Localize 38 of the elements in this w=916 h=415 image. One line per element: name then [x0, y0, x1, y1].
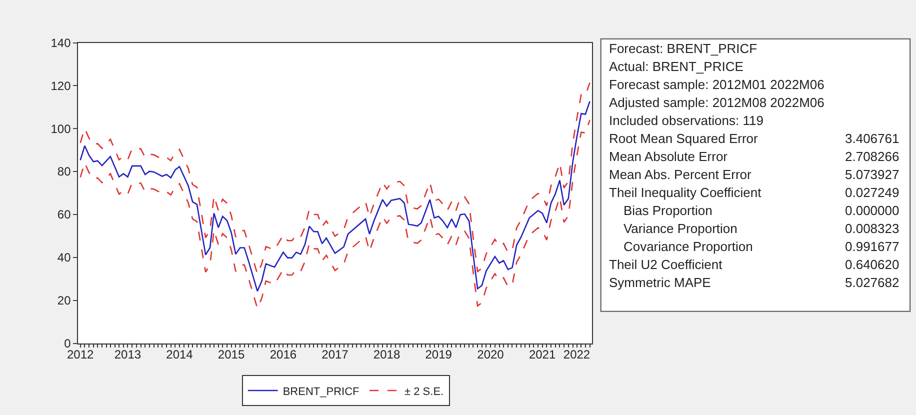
text: Variance Proportion 0.008323 [623, 221, 900, 236]
y-tick-label: 80 [57, 164, 72, 179]
line-series [80, 119, 590, 309]
x-tick-label: 2019 [425, 348, 452, 362]
text: Symmetric MAPE 5.027682 [609, 275, 900, 290]
y-tick-label: 40 [57, 250, 72, 265]
text: Theil U2 Coefficient 0.640620 [609, 257, 900, 272]
x-tick-label: 2018 [373, 348, 400, 362]
legend-label: ± 2 S.E. [404, 386, 444, 398]
text: Covariance Proportion 0.991677 [623, 239, 900, 254]
y-tick-label: 100 [50, 122, 72, 136]
x-tick-label: 2016 [270, 348, 297, 362]
text: Bias Proportion 0.000000 [623, 203, 900, 218]
y-tick-label: 60 [57, 208, 72, 222]
x-tick-label: 2021 [528, 348, 556, 362]
x-tick-label: 2012 [66, 348, 94, 362]
text: Root Mean Squared Error 3.406761 [609, 131, 900, 146]
x-tick-label: 2017 [322, 348, 349, 362]
text: Included observations: 119 [609, 113, 764, 128]
line-series [80, 100, 590, 292]
x-tick-label: 2014 [166, 348, 194, 362]
text: Forecast sample: 2012M01 2022M06 [609, 77, 824, 92]
text: Actual: BRENT_PRICE [609, 59, 744, 74]
legend-label: BRENT_PRICF [282, 386, 360, 398]
x-tick-label: 2015 [218, 348, 245, 362]
text: Theil Inequality Coefficient 0.027249 [609, 185, 900, 200]
x-tick-label: 2022 [563, 348, 590, 362]
y-tick-label: 140 [50, 36, 72, 50]
text: Forecast: BRENT_PRICF [609, 41, 758, 56]
text: Adjusted sample: 2012M08 2022M06 [609, 95, 824, 110]
y-tick-label: 120 [50, 78, 72, 93]
text: Mean Abs. Percent Error 5.073927 [609, 167, 900, 182]
x-tick-label: 2020 [477, 348, 504, 362]
text: Mean Absolute Error 2.708266 [609, 149, 900, 164]
y-tick-label: 0 [64, 336, 72, 350]
line-series [80, 82, 590, 275]
y-tick-label: 20 [57, 294, 72, 308]
x-tick-label: 2013 [114, 348, 142, 362]
